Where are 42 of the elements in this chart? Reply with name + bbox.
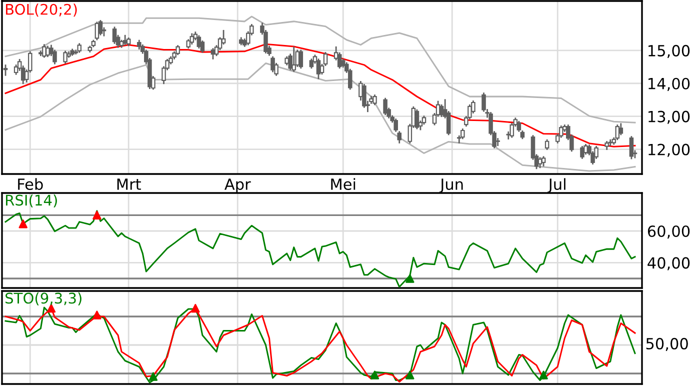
candlestick [362, 84, 366, 108]
candlestick [544, 139, 550, 150]
candlestick [383, 98, 388, 116]
y-tick-label: 60,00 [648, 225, 690, 239]
x-tick-label: Jun [439, 178, 463, 193]
point [18, 220, 28, 228]
point [406, 274, 414, 283]
point [406, 370, 414, 380]
candlestick [397, 131, 402, 144]
candlestick [414, 109, 420, 130]
chart-title: BOL(20;2) [6, 4, 77, 17]
candlestick [372, 94, 377, 106]
candlestick [292, 46, 296, 72]
x-tick-label: Mei [331, 178, 356, 190]
y-tick-label: 15,00 [648, 44, 690, 58]
y-tick-label: 14,00 [648, 78, 690, 91]
ref-line-label: 50,00 [646, 338, 688, 351]
candlestick [538, 157, 542, 168]
point [539, 370, 548, 380]
x-tick-label: Mrt [117, 178, 141, 190]
candlestick [629, 136, 634, 160]
candlestick [580, 146, 584, 159]
y-tick-label: 13,00 [648, 110, 690, 124]
x-tick-label: Feb [18, 178, 43, 190]
candlestick [615, 124, 620, 140]
x-tick-label: Apr [224, 178, 251, 193]
x-tick-label: Jul [548, 178, 566, 193]
chart-title: STO(9,3,3) [6, 292, 82, 306]
point [370, 370, 380, 380]
candlestick [298, 50, 304, 69]
candlestick [608, 139, 612, 146]
point [92, 210, 102, 220]
candlestick [221, 30, 226, 45]
candlestick [270, 56, 275, 72]
candlestick [394, 118, 398, 132]
y-tick-label: 12,00 [648, 144, 690, 157]
chart-title: RSI(14) [6, 194, 57, 208]
point [92, 310, 102, 320]
candlestick [316, 58, 321, 80]
candlestick [618, 123, 624, 136]
candlestick [460, 128, 465, 140]
y-tick-label: 40,00 [648, 257, 690, 270]
